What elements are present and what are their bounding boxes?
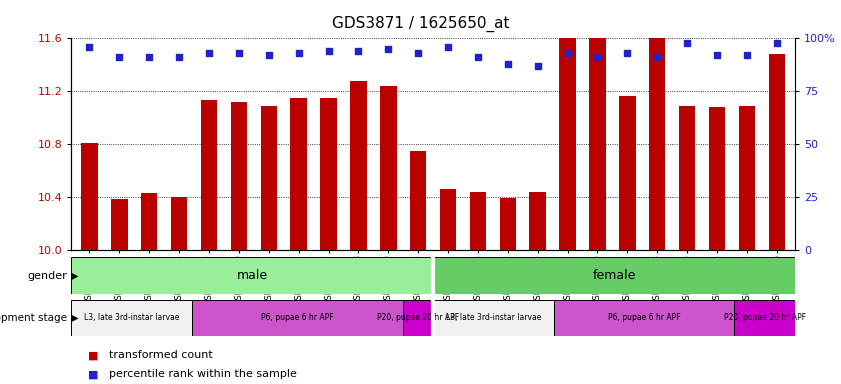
- Bar: [141, 193, 157, 250]
- Bar: [738, 106, 755, 250]
- Bar: [230, 102, 247, 250]
- Bar: [500, 198, 516, 250]
- Point: [172, 55, 186, 61]
- Point: [501, 61, 515, 67]
- Bar: [380, 86, 396, 250]
- Text: ▶: ▶: [71, 313, 78, 323]
- Point: [82, 44, 96, 50]
- Bar: [530, 192, 546, 250]
- Text: ■: ■: [88, 369, 98, 379]
- Bar: [171, 197, 188, 250]
- Text: percentile rank within the sample: percentile rank within the sample: [109, 369, 297, 379]
- Point: [262, 52, 276, 58]
- Bar: [553, 300, 734, 336]
- Bar: [619, 96, 636, 250]
- Point: [352, 48, 365, 54]
- Bar: [433, 257, 795, 294]
- Text: gender: gender: [28, 270, 67, 281]
- Point: [322, 48, 336, 54]
- Point: [680, 40, 694, 46]
- Point: [113, 55, 126, 61]
- Point: [202, 50, 215, 56]
- Point: [382, 46, 395, 52]
- Point: [142, 55, 156, 61]
- Bar: [71, 300, 192, 336]
- Text: female: female: [592, 269, 636, 282]
- Text: P20, pupae 20 hr APF: P20, pupae 20 hr APF: [723, 313, 806, 322]
- Point: [711, 52, 724, 58]
- Bar: [440, 189, 457, 250]
- Text: GDS3871 / 1625650_at: GDS3871 / 1625650_at: [331, 15, 510, 31]
- Text: P6, pupae 6 hr APF: P6, pupae 6 hr APF: [608, 313, 680, 322]
- Bar: [350, 81, 367, 250]
- Point: [442, 44, 455, 50]
- Text: L3, late 3rd-instar larvae: L3, late 3rd-instar larvae: [446, 313, 541, 322]
- Point: [740, 52, 754, 58]
- Point: [621, 50, 634, 56]
- Bar: [71, 257, 433, 294]
- Bar: [410, 151, 426, 250]
- Text: male: male: [236, 269, 268, 282]
- Bar: [82, 143, 98, 250]
- Bar: [679, 106, 696, 250]
- Text: P20, pupae 20 hr APF: P20, pupae 20 hr APF: [377, 313, 459, 322]
- Point: [471, 55, 484, 61]
- Bar: [709, 107, 725, 250]
- Bar: [559, 32, 576, 250]
- Bar: [320, 98, 336, 250]
- Bar: [261, 106, 277, 250]
- Bar: [590, 36, 606, 250]
- Bar: [734, 300, 795, 336]
- Text: development stage: development stage: [0, 313, 67, 323]
- Point: [292, 50, 305, 56]
- Text: ■: ■: [88, 350, 98, 360]
- Bar: [470, 192, 486, 250]
- Point: [770, 40, 784, 46]
- Text: P6, pupae 6 hr APF: P6, pupae 6 hr APF: [262, 313, 334, 322]
- Point: [232, 50, 246, 56]
- Bar: [290, 98, 307, 250]
- Bar: [201, 101, 217, 250]
- Point: [561, 50, 574, 56]
- Bar: [192, 300, 403, 336]
- Text: L3, late 3rd-instar larvae: L3, late 3rd-instar larvae: [84, 313, 179, 322]
- Point: [590, 55, 604, 61]
- Point: [651, 55, 664, 61]
- Bar: [403, 300, 433, 336]
- Bar: [111, 199, 128, 250]
- Point: [531, 63, 544, 69]
- Text: ▶: ▶: [71, 270, 78, 281]
- Bar: [433, 300, 553, 336]
- Bar: [649, 32, 665, 250]
- Point: [411, 50, 425, 56]
- Text: transformed count: transformed count: [109, 350, 213, 360]
- Bar: [769, 54, 785, 250]
